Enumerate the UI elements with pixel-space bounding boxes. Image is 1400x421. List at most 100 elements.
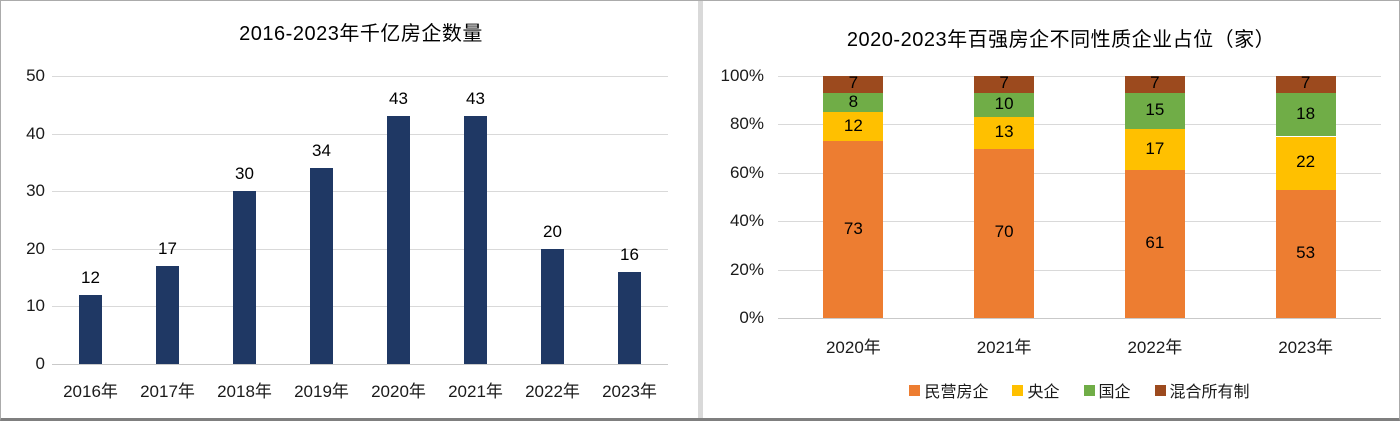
segment-民营房企-2020年 xyxy=(823,141,884,318)
gridline-30 xyxy=(52,191,668,193)
y-axis-tick-10: 10 xyxy=(26,296,45,316)
legend-item-国企: 国企 xyxy=(1083,378,1131,402)
bar-2018年 xyxy=(233,191,256,364)
x-axis-tick-2023年: 2023年 xyxy=(602,382,657,401)
segment-value-混合所有制-2020年: 7 xyxy=(848,73,859,93)
legend-label: 国企 xyxy=(1098,384,1131,401)
left-chart-title: 2016-2023年千亿房企数量 xyxy=(239,23,483,45)
bar-2021年 xyxy=(464,116,487,364)
segment-value-民营房企-2021年: 70 xyxy=(994,222,1014,242)
bar-value-2019年: 34 xyxy=(312,141,331,161)
segment-value-民营房企-2020年: 73 xyxy=(843,218,863,238)
bar-value-2020年: 43 xyxy=(389,89,408,109)
legend-swatch-icon xyxy=(1012,384,1024,396)
segment-value-央企-2023年: 22 xyxy=(1296,152,1316,172)
right-chart-title: 2020-2023年百强房企不同性质企业占位（家） xyxy=(846,29,1276,51)
legend-label: 民营房企 xyxy=(924,384,989,401)
right-chart-legend: 民营房企 央企 国企 混合所有制 xyxy=(778,378,1381,402)
x-axis-tick-2022年: 2022年 xyxy=(525,382,580,401)
segment-央企-2022年 xyxy=(1124,129,1185,171)
x-axis-tick-2019年: 2019年 xyxy=(294,382,349,401)
legend-item-央企: 央企 xyxy=(1012,378,1060,402)
y-axis-tick-40: 40 xyxy=(26,123,45,143)
segment-国企-2020年 xyxy=(823,92,884,113)
segment-央企-2020年 xyxy=(823,112,884,142)
legend-swatch-icon xyxy=(909,384,921,396)
bar-value-2018年: 30 xyxy=(235,164,254,184)
y-axis-tick-60pct: 60% xyxy=(729,162,764,182)
bar-value-2017年: 17 xyxy=(158,239,177,259)
segment-民营房企-2021年 xyxy=(974,148,1035,318)
segment-民营房企-2022年 xyxy=(1124,170,1185,318)
legend-swatch-icon xyxy=(1083,384,1095,396)
x-axis-tick-2021年: 2021年 xyxy=(448,382,503,401)
bar-2020年 xyxy=(387,116,410,364)
panel-divider xyxy=(698,1,703,418)
segment-value-混合所有制-2022年: 7 xyxy=(1150,73,1160,93)
x-axis-tick-2021年: 2021年 xyxy=(976,338,1032,357)
y-axis-tick-0pct: 0% xyxy=(739,308,764,327)
y-axis-tick-50: 50 xyxy=(26,66,45,85)
y-axis-tick-40pct: 40% xyxy=(729,211,764,231)
gridline-80pct xyxy=(778,124,1381,126)
segment-value-央企-2022年: 17 xyxy=(1145,138,1165,158)
bar-2022年 xyxy=(541,248,564,364)
x-axis-tick-2018年: 2018年 xyxy=(217,382,272,401)
segment-value-央企-2020年: 12 xyxy=(843,115,863,135)
y-axis-tick-100pct: 100% xyxy=(720,66,764,85)
x-axis-tick-2020年: 2020年 xyxy=(825,338,881,357)
bar-2017年 xyxy=(156,266,179,364)
gridline-10 xyxy=(52,306,668,308)
segment-民营房企-2023年 xyxy=(1275,189,1336,318)
legend-label: 央企 xyxy=(1027,384,1060,401)
y-axis-tick-20: 20 xyxy=(26,238,45,258)
x-axis-tick-2023年: 2023年 xyxy=(1278,338,1334,357)
gridline-60pct xyxy=(778,172,1381,174)
segment-国企-2023年 xyxy=(1275,92,1336,137)
bar-value-2016年: 12 xyxy=(81,267,100,287)
legend-item-混合所有制: 混合所有制 xyxy=(1154,378,1250,402)
legend-item-民营房企: 民营房企 xyxy=(909,378,988,402)
x-axis-tick-2016年: 2016年 xyxy=(63,382,118,401)
segment-混合所有制-2023年 xyxy=(1275,76,1336,93)
y-axis-tick-20pct: 20% xyxy=(729,259,764,279)
segment-国企-2022年 xyxy=(1124,92,1185,130)
gridline-0pct xyxy=(778,318,1381,319)
x-axis-tick-2020年: 2020年 xyxy=(371,382,426,401)
segment-value-民营房企-2022年: 61 xyxy=(1145,233,1165,253)
segment-value-国企-2023年: 18 xyxy=(1296,103,1316,123)
x-axis-tick-2017年: 2017年 xyxy=(140,382,195,401)
segment-混合所有制-2022年 xyxy=(1124,76,1185,93)
bar-2019年 xyxy=(310,168,333,364)
segment-国企-2021年 xyxy=(974,92,1035,118)
segment-央企-2023年 xyxy=(1275,136,1336,190)
bar-value-2022年: 20 xyxy=(543,221,562,241)
x-axis-tick-2022年: 2022年 xyxy=(1127,338,1183,357)
bar-value-2021年: 43 xyxy=(466,89,485,109)
gridline-50 xyxy=(52,76,668,77)
legend-label: 混合所有制 xyxy=(1169,384,1250,401)
gridline-40pct xyxy=(778,221,1381,223)
bar-2023年 xyxy=(618,271,641,364)
segment-value-国企-2020年: 8 xyxy=(848,91,859,111)
segment-value-混合所有制-2023年: 7 xyxy=(1300,73,1311,93)
segment-value-民营房企-2023年: 53 xyxy=(1296,242,1316,262)
bar-value-2023年: 16 xyxy=(620,244,639,264)
gridline-20pct xyxy=(778,269,1381,271)
legend-swatch-icon xyxy=(1154,384,1166,396)
gridline-100pct xyxy=(778,76,1381,77)
segment-混合所有制-2020年 xyxy=(823,76,884,93)
gridline-20 xyxy=(52,248,668,250)
segment-value-混合所有制-2021年: 7 xyxy=(999,73,1009,93)
segment-value-国企-2022年: 15 xyxy=(1145,100,1165,120)
gridline-0 xyxy=(52,364,668,365)
y-axis-tick-80pct: 80% xyxy=(729,114,764,134)
segment-value-国企-2021年: 10 xyxy=(994,94,1014,114)
bar-2016年 xyxy=(79,294,102,364)
gridline-40 xyxy=(52,133,668,135)
segment-混合所有制-2021年 xyxy=(974,76,1035,93)
y-axis-tick-30: 30 xyxy=(26,181,45,201)
segment-央企-2021年 xyxy=(974,117,1035,149)
y-axis-tick-0: 0 xyxy=(35,354,45,373)
